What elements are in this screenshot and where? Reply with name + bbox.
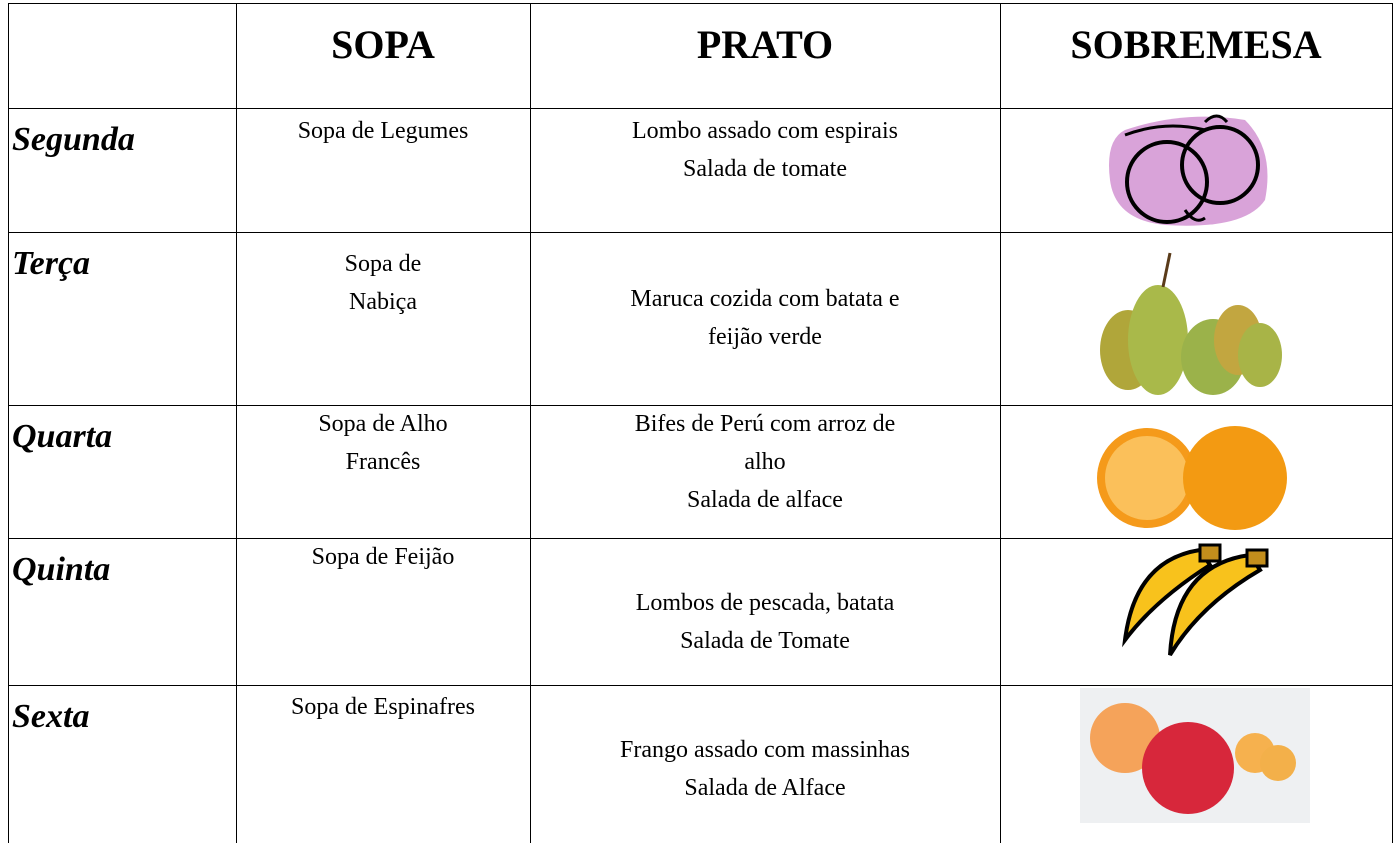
prato-line: Salada de tomate: [683, 156, 847, 182]
table-border: [8, 685, 1393, 686]
table-border: [530, 3, 531, 843]
day-label: Terça: [12, 245, 91, 282]
column-header: SOPA: [331, 22, 435, 67]
prato-cell: Lombo assado com espirais Salada de tomat…: [530, 112, 1000, 188]
prato-line: Lombo assado com espirais: [632, 118, 898, 144]
sopa-line: Sopa de: [344, 251, 422, 277]
table-border: [8, 3, 1393, 4]
prato-line: Lombos de pescada, batata: [635, 590, 895, 616]
prato-cell: Lombos de pescada, batata Salada de Tomat…: [530, 584, 1000, 660]
sopa-line: Francês: [345, 449, 421, 475]
sopa-line: Sopa de Feijão: [311, 544, 455, 570]
sopa-cell: Sopa de Legumes: [236, 112, 530, 150]
prato-line: Salada de Tomate: [680, 628, 850, 654]
column-header: PRATO: [696, 22, 834, 67]
prato-line: alho: [744, 449, 786, 475]
plums-image: [1109, 114, 1268, 226]
day-label: Segunda: [12, 121, 135, 158]
table-border: [236, 3, 237, 843]
sopa-line: Nabiça: [349, 289, 417, 315]
pears-image: [1088, 245, 1288, 405]
table-border: [8, 3, 9, 843]
day-label: Quinta: [12, 551, 111, 588]
prato-line: Salada de Alface: [684, 775, 846, 801]
prato-cell: Frango assado com massinhas Salada de Alf…: [530, 731, 1000, 807]
prato-line: feijão verde: [708, 324, 822, 350]
prato-line: Salada de alface: [687, 487, 843, 513]
prato-line: Maruca cozida com batata e: [630, 286, 900, 312]
sopa-cell: Sopa de Nabiça: [236, 245, 530, 321]
sopa-cell: Sopa de Feijão: [236, 538, 530, 576]
oranges-image: [1097, 426, 1287, 530]
sopa-line: Sopa de Alho: [318, 411, 448, 437]
table-border: [8, 405, 1393, 406]
table-border: [8, 108, 1393, 109]
table-border: [1000, 3, 1001, 843]
peaches-image: [1080, 688, 1310, 823]
prato-cell: Maruca cozida com batata e feijão verde: [530, 280, 1000, 356]
bananas-image: [1122, 543, 1269, 657]
sopa-cell: Sopa de Alho Francês: [236, 405, 530, 481]
prato-line: Bifes de Perú com arroz de: [634, 411, 896, 437]
sopa-line: Sopa de Espinafres: [291, 694, 475, 720]
day-label: Sexta: [12, 698, 90, 735]
prato-cell: Bifes de Perú com arroz de alho Salada de …: [530, 405, 1000, 519]
table-border: [8, 232, 1393, 233]
sopa-line: Sopa de Legumes: [297, 118, 469, 144]
table-border: [8, 538, 1393, 539]
sopa-cell: Sopa de Espinafres: [236, 688, 530, 726]
prato-line: Frango assado com massinhas: [620, 737, 910, 763]
day-label: Quarta: [12, 418, 113, 455]
column-header: SOBREMESA: [1070, 22, 1322, 67]
